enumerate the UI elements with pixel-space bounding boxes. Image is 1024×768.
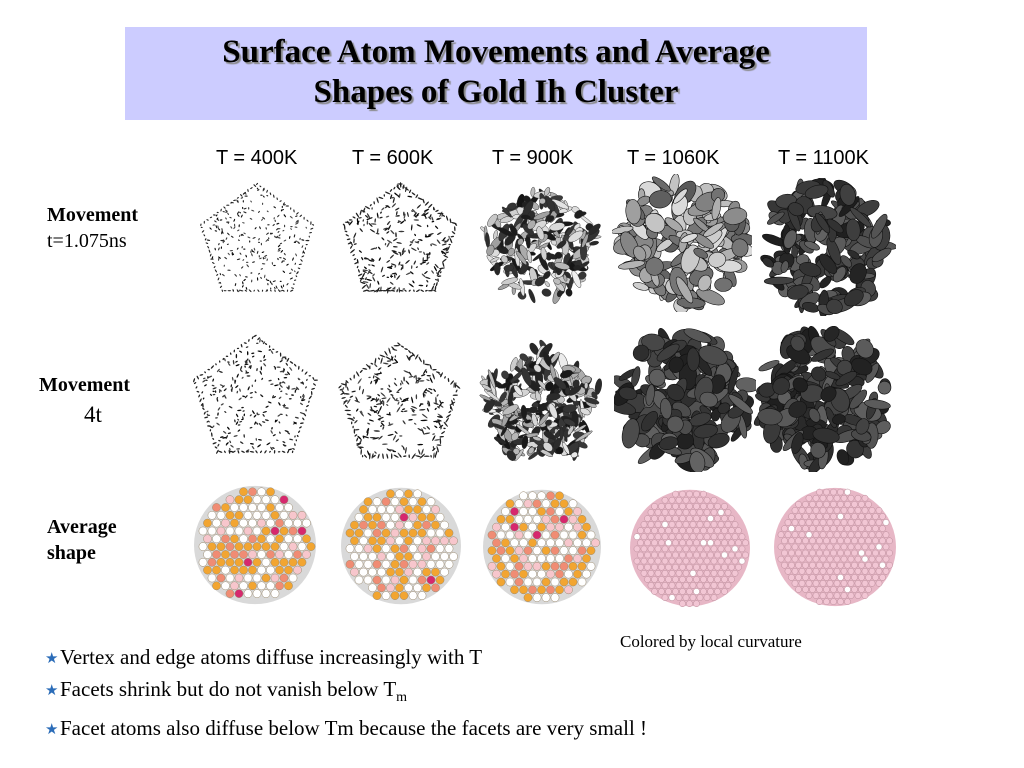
average-shape-1100k: [770, 484, 900, 610]
row1-label-title: Movement: [47, 204, 139, 226]
cluster-image-900k-t: [475, 178, 607, 306]
title-line-2: Shapes of Gold Ih Cluster: [313, 74, 679, 110]
row2-label-time: 4t: [84, 402, 102, 427]
row-label-movement-t: Movement t=1.075ns: [47, 202, 138, 254]
cluster-image-400k-4t: [186, 330, 324, 462]
temp-label-1060k: T = 1060K: [627, 147, 720, 169]
temp-label-400k: T = 400K: [216, 147, 298, 169]
bullet-text-2: Facets shrink but do not vanish below T: [60, 677, 397, 701]
cluster-image-1100k-4t: [752, 326, 896, 472]
cluster-image-600k-4t: [334, 338, 464, 466]
bullet-item-2: ★Facets shrink but do not vanish below T…: [45, 674, 647, 713]
bullet-item-3: ★Facet atoms also diffuse below Tm becau…: [45, 713, 647, 745]
cluster-image-1100k-t: [756, 178, 896, 316]
star-bullet-icon: ★: [45, 651, 59, 667]
average-shape-400k: [188, 482, 322, 608]
bullet-text-1: Vertex and edge atoms diffuse increasing…: [60, 645, 483, 669]
slide-title: Surface Atom Movements and Average Shape…: [125, 27, 867, 120]
average-shape-900k: [476, 486, 608, 608]
row3-label-line2: shape: [47, 542, 96, 564]
row-label-average-shape: Average shape: [47, 514, 117, 566]
row2-label-title: Movement: [39, 374, 131, 396]
bullet-item-1: ★Vertex and edge atoms diffuse increasin…: [45, 642, 647, 674]
row1-label-time: t=1.075ns: [47, 230, 127, 252]
cluster-image-1060k-t: [612, 174, 752, 312]
average-shape-1060k: [624, 486, 756, 610]
cluster-image-900k-4t: [476, 336, 606, 466]
cluster-image-600k-t: [336, 178, 464, 300]
average-shape-600k: [334, 484, 468, 608]
star-bullet-icon: ★: [45, 722, 59, 739]
temp-label-900k: T = 900K: [492, 147, 574, 169]
temp-label-600k: T = 600K: [352, 147, 434, 169]
bullet-text-2-subscript: m: [396, 690, 408, 706]
row-label-movement-4t: Movement 4t: [39, 372, 130, 428]
title-line-1: Surface Atom Movements and Average: [222, 34, 770, 70]
star-bullet-icon: ★: [45, 683, 59, 699]
cluster-image-400k-t: [193, 178, 321, 300]
curvature-caption: Colored by local curvature: [620, 632, 802, 651]
bullet-text-3: Facet atoms also diffuse below Tm becaus…: [60, 716, 648, 741]
temp-label-1100k: T = 1100K: [778, 147, 869, 169]
bullet-list: ★Vertex and edge atoms diffuse increasin…: [45, 642, 647, 745]
row3-label-line1: Average: [47, 516, 117, 538]
cluster-image-1060k-4t: [614, 326, 756, 472]
